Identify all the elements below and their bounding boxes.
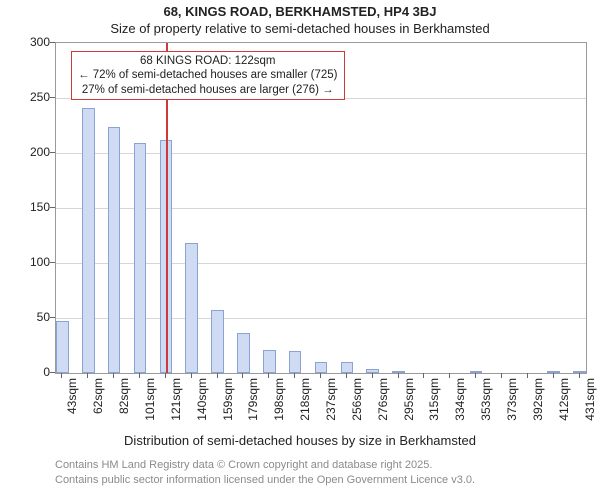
x-tick-mark (527, 373, 528, 378)
x-tick-mark (449, 373, 450, 378)
x-tick-mark (346, 373, 347, 378)
y-tick-label: 50 (10, 310, 50, 324)
chart-container: 68, KINGS ROAD, BERKHAMSTED, HP4 3BJ Siz… (0, 0, 600, 500)
histogram-bar (56, 321, 69, 373)
x-tick-mark (191, 373, 192, 378)
annotation-line1: 68 KINGS ROAD: 122sqm (78, 54, 338, 68)
plot-area: 68 KINGS ROAD: 122sqm← 72% of semi-detac… (55, 42, 587, 374)
y-tick-mark (50, 152, 55, 153)
histogram-bar (237, 333, 250, 373)
annotation-box: 68 KINGS ROAD: 122sqm← 72% of semi-detac… (71, 51, 345, 100)
y-tick-label: 200 (10, 145, 50, 159)
footer-line1: Contains HM Land Registry data © Crown c… (55, 459, 432, 471)
y-tick-label: 150 (10, 200, 50, 214)
x-tick-mark (501, 373, 502, 378)
x-tick-mark (268, 373, 269, 378)
x-tick-mark (165, 373, 166, 378)
x-tick-mark (475, 373, 476, 378)
x-tick-mark (579, 373, 580, 378)
x-tick-mark (398, 373, 399, 378)
histogram-bar (547, 371, 560, 373)
y-tick-label: 250 (10, 90, 50, 104)
x-tick-mark (139, 373, 140, 378)
histogram-bar (341, 362, 354, 373)
x-tick-mark (242, 373, 243, 378)
annotation-line2: ← 72% of semi-detached houses are smalle… (78, 68, 338, 82)
footer-line2: Contains public sector information licen… (55, 474, 475, 486)
x-tick-mark (553, 373, 554, 378)
y-tick-label: 300 (10, 35, 50, 49)
x-tick-mark (372, 373, 373, 378)
y-tick-mark (50, 207, 55, 208)
chart-title-line1: 68, KINGS ROAD, BERKHAMSTED, HP4 3BJ (0, 4, 600, 19)
annotation-line3: 27% of semi-detached houses are larger (… (78, 83, 338, 97)
histogram-bar (134, 143, 147, 373)
x-tick-mark (423, 373, 424, 378)
histogram-bar (263, 350, 276, 373)
y-tick-mark (50, 42, 55, 43)
x-tick-mark (87, 373, 88, 378)
x-tick-mark (320, 373, 321, 378)
histogram-bar (185, 243, 198, 373)
histogram-bar (315, 362, 328, 373)
histogram-bar (82, 108, 95, 373)
x-tick-mark (294, 373, 295, 378)
x-tick-mark (61, 373, 62, 378)
x-axis-label: Distribution of semi-detached houses by … (0, 433, 600, 448)
histogram-bar (211, 310, 224, 373)
histogram-bar (108, 127, 121, 373)
x-tick-mark (113, 373, 114, 378)
y-tick-mark (50, 317, 55, 318)
histogram-bar (470, 371, 483, 373)
y-tick-label: 100 (10, 255, 50, 269)
y-tick-mark (50, 97, 55, 98)
y-tick-mark (50, 262, 55, 263)
histogram-bar (392, 371, 405, 373)
histogram-bar (289, 351, 302, 373)
y-tick-mark (50, 372, 55, 373)
y-tick-label: 0 (10, 365, 50, 379)
chart-title-line2: Size of property relative to semi-detach… (0, 21, 600, 36)
x-tick-mark (217, 373, 218, 378)
